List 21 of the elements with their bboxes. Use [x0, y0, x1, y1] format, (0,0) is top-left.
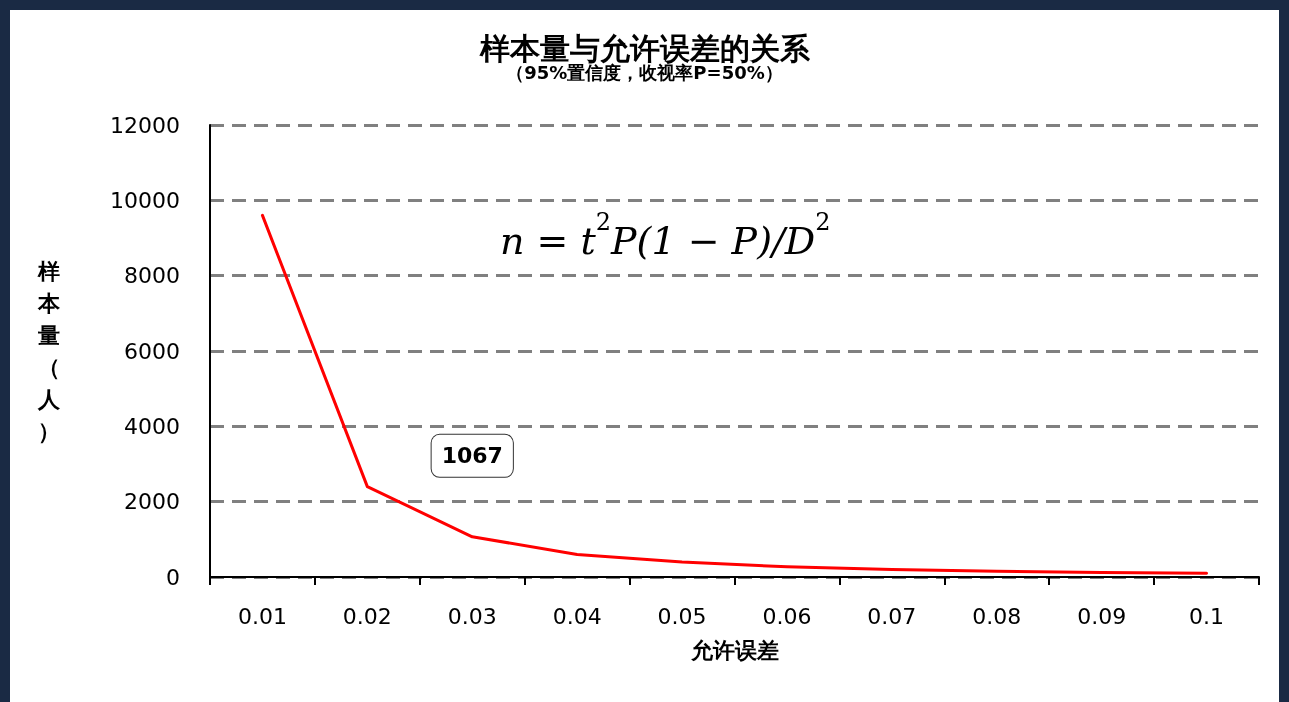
x-tick-label: 0.07: [867, 603, 917, 629]
y-axis-title: 样本量（人）: [37, 258, 61, 444]
x-tick-label: 0.1: [1189, 603, 1225, 629]
y-tick-label: 4000: [124, 413, 180, 439]
x-tick-label: 0.06: [762, 603, 812, 629]
x-tick-label: 0.09: [1077, 603, 1127, 629]
y-tick-label: 8000: [124, 263, 180, 289]
x-tick-label: 0.02: [342, 603, 392, 629]
y-tick-label: 2000: [124, 489, 180, 515]
y-tick-label: 10000: [110, 187, 180, 213]
x-tick-label: 0.05: [657, 603, 707, 629]
line-series: [260, 213, 1209, 575]
data-label: 1067: [441, 443, 503, 469]
x-axis-title: 允许误差: [690, 637, 779, 663]
x-tick-label: 0.08: [972, 603, 1022, 629]
x-tick-label: 0.01: [237, 603, 287, 629]
y-tick-label: 12000: [110, 112, 180, 138]
y-tick-label: 0: [166, 564, 180, 590]
y-tick-label: 6000: [124, 338, 180, 364]
x-tick-label: 0.04: [552, 603, 602, 629]
x-tick-label: 0.03: [447, 603, 497, 629]
